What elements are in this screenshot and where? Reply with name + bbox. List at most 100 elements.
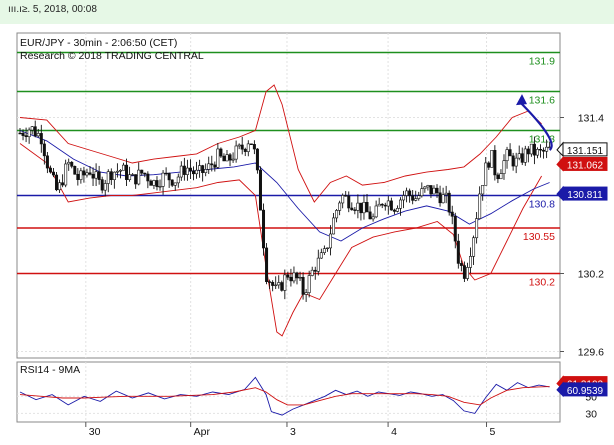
- candle: [192, 166, 196, 181]
- candle: [383, 202, 387, 211]
- candle: [210, 155, 214, 172]
- candle: [481, 185, 485, 201]
- candle: [465, 262, 469, 281]
- candle: [453, 212, 457, 249]
- candle: [398, 197, 402, 216]
- candle: [459, 260, 463, 272]
- chart-subtitle: Research © 2018 TRADING CENTRAL: [20, 50, 204, 62]
- candle: [429, 185, 433, 199]
- candle: [435, 184, 439, 198]
- candle: [535, 147, 539, 159]
- candle: [265, 243, 269, 285]
- candle: [350, 202, 354, 211]
- candle: [499, 169, 503, 180]
- candle: [231, 152, 235, 163]
- candle: [447, 190, 451, 216]
- candle: [408, 188, 412, 203]
- candle: [109, 168, 113, 186]
- candle: [362, 194, 366, 220]
- candle: [478, 186, 482, 220]
- candle: [222, 153, 226, 162]
- candle: [201, 164, 205, 182]
- candle: [131, 173, 135, 176]
- candle: [325, 247, 329, 252]
- candle: [249, 143, 253, 145]
- forecast-arrow: [516, 94, 553, 151]
- candle: [173, 182, 177, 191]
- x-axis: 30 Apr 3 4 5: [85, 422, 496, 438]
- candle: [42, 139, 46, 165]
- candle: [380, 203, 384, 209]
- candle: [51, 167, 55, 178]
- candle: [268, 279, 272, 289]
- candle: [21, 129, 25, 141]
- candle: [374, 200, 378, 219]
- xtick-label-1: Apr: [194, 426, 211, 438]
- candle: [469, 247, 473, 274]
- xtick-label-3: 4: [391, 426, 397, 438]
- candle: [304, 289, 308, 302]
- candle: [27, 127, 31, 144]
- candle: [243, 147, 247, 157]
- candle: [170, 179, 174, 188]
- candles: [18, 120, 552, 302]
- candle: [335, 209, 339, 223]
- candle: [274, 276, 278, 290]
- candle: [103, 179, 107, 197]
- candle: [283, 269, 287, 300]
- candle: [45, 152, 49, 174]
- candle: [319, 248, 323, 259]
- candle: [484, 156, 488, 186]
- candle: [115, 163, 119, 178]
- candle: [64, 159, 68, 188]
- candle: [121, 162, 125, 171]
- candle: [423, 185, 427, 193]
- candle: [523, 145, 527, 166]
- rsi-tag-1-pointer: [556, 381, 564, 398]
- candle: [188, 159, 192, 179]
- candle: [112, 171, 116, 189]
- candle: [61, 174, 65, 188]
- candle: [158, 179, 162, 191]
- candle: [402, 190, 406, 209]
- level-label-4: 130.55: [523, 231, 555, 243]
- candle: [338, 200, 342, 216]
- candle: [125, 158, 129, 186]
- main-ytick-label-1: 130.2: [578, 269, 604, 281]
- candle: [365, 193, 369, 213]
- candle: [517, 145, 521, 161]
- candle: [246, 140, 250, 157]
- candle: [395, 205, 399, 213]
- candle: [487, 161, 491, 171]
- candle: [502, 154, 506, 180]
- candle: [432, 185, 436, 195]
- candle: [542, 147, 546, 159]
- moving-average: [19, 130, 550, 242]
- ma-line: [19, 130, 550, 242]
- candle: [508, 143, 512, 157]
- candle: [490, 150, 494, 168]
- candle: [182, 157, 186, 181]
- candle: [289, 268, 293, 287]
- candle: [36, 128, 40, 138]
- price-tag-1-pointer: [556, 185, 564, 202]
- candle: [118, 169, 122, 179]
- level-label-0: 131.9: [529, 56, 555, 68]
- candle: [386, 196, 390, 215]
- candle: [313, 266, 317, 280]
- candle: [310, 266, 314, 277]
- main-ytick-label-2: 129.6: [578, 347, 604, 359]
- candle: [539, 144, 543, 158]
- timestamp-bar: ııı.ı≥. 5, 2018, 00:08: [0, 0, 614, 24]
- candle: [82, 166, 86, 183]
- candle: [207, 156, 211, 174]
- candle: [441, 187, 445, 204]
- candle: [70, 161, 74, 169]
- band-upper: [19, 84, 542, 203]
- xtick-label-0: 30: [89, 426, 101, 438]
- candle: [456, 233, 460, 269]
- candle: [328, 225, 332, 256]
- level-label-1: 131.6: [529, 95, 555, 107]
- candle: [179, 161, 183, 181]
- candle: [511, 152, 515, 171]
